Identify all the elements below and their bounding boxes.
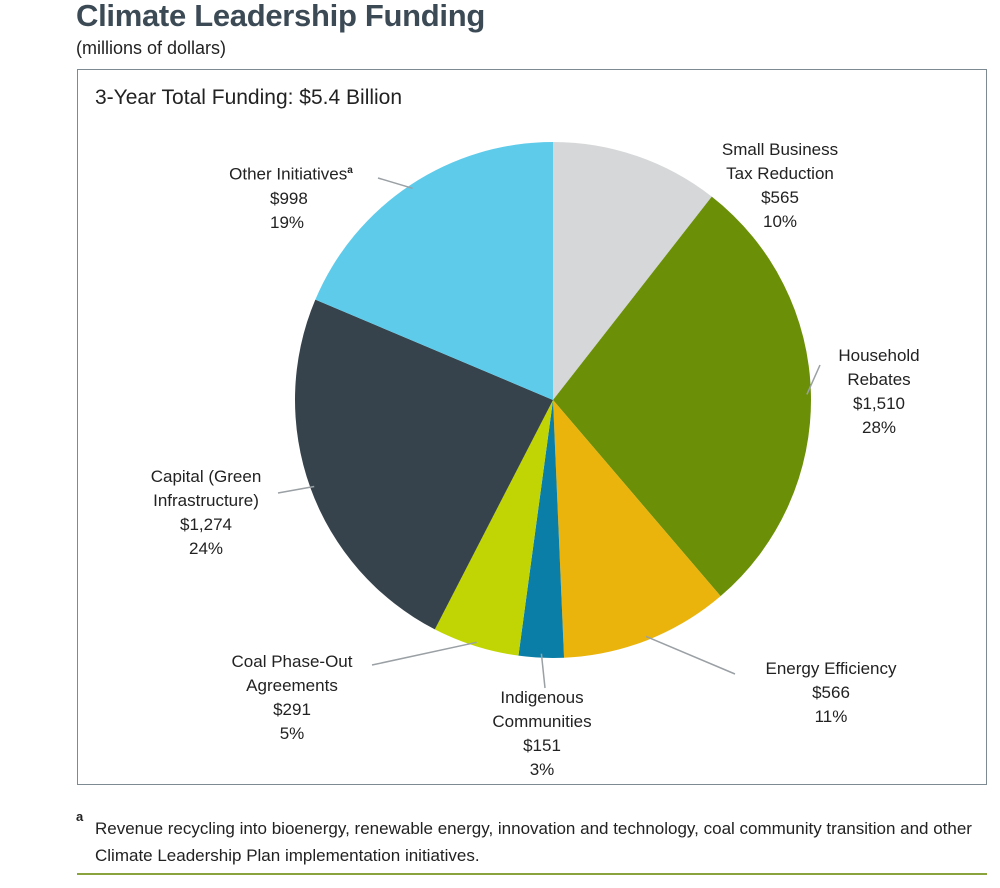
slice-label-household-rebates: Household Rebates $1,510 28% — [824, 344, 934, 440]
slice-value: $565 — [761, 188, 799, 207]
pie-slice-6 — [315, 142, 553, 400]
slice-name-line: Infrastructure) — [153, 491, 259, 510]
slice-name-line: Communities — [492, 712, 592, 731]
pie-slices — [295, 142, 811, 658]
slice-name-line: Household — [838, 346, 920, 365]
pie-slice-3 — [518, 400, 565, 658]
leader-line-5 — [277, 485, 315, 494]
slice-percent: 5% — [279, 724, 305, 743]
slice-name-line: Tax Reduction — [726, 164, 834, 183]
chart-title: 3-Year Total Funding: $5.4 Billion — [95, 86, 403, 109]
pie-slice-1 — [553, 196, 811, 597]
pie-slice-0 — [553, 142, 712, 400]
slice-value: $566 — [812, 683, 850, 702]
slice-value: $998 — [270, 188, 308, 208]
bottom-rule — [77, 873, 987, 875]
slice-value: $151 — [523, 736, 561, 755]
slice-value: $1,510 — [853, 394, 905, 413]
page-subtitle: (millions of dollars) — [76, 38, 227, 58]
slice-name-line: Indigenous — [500, 688, 584, 707]
slice-percent: 19% — [270, 212, 305, 232]
leader-line-1 — [806, 364, 821, 395]
slice-value: $1,274 — [180, 515, 232, 534]
slice-label-energy-efficiency: Energy Efficiency $566 11% — [736, 657, 926, 729]
slice-name-line: Small Business — [721, 140, 839, 159]
slice-label-capital: Capital (Green Infrastructure) $1,274 24… — [126, 465, 286, 561]
chart-frame — [77, 69, 987, 785]
slice-name-line: Agreements — [246, 676, 338, 695]
footnote-mark: a — [76, 809, 84, 824]
slice-percent: 3% — [529, 760, 555, 779]
slice-name-line: Energy Efficiency — [765, 659, 897, 678]
footnote-text: Revenue recycling into bioenergy, renewa… — [95, 819, 972, 865]
slice-name-text: Other Initiatives — [229, 164, 348, 184]
label-leader-lines — [277, 177, 821, 689]
leader-line-6 — [377, 177, 413, 190]
slice-label-other-initiatives: Other Initiativesa $998 19% — [196, 159, 386, 235]
leader-line-4 — [371, 641, 477, 666]
slice-percent: 10% — [762, 212, 798, 231]
slice-percent: 28% — [861, 418, 897, 437]
slice-label-coal-phase-out: Coal Phase-Out Agreements $291 5% — [212, 650, 372, 746]
pie-slice-2 — [553, 400, 721, 658]
footnote-ref: a — [347, 165, 353, 176]
slice-percent: 11% — [814, 707, 848, 726]
pie-slice-4 — [434, 400, 553, 656]
slice-name-line: Capital (Green — [150, 467, 262, 486]
slice-label-indigenous-communities: Indigenous Communities $151 3% — [462, 686, 622, 782]
slice-name-line: Coal Phase-Out — [231, 652, 353, 671]
slice-name-line: Other Initiativesa — [196, 159, 386, 187]
slice-value: $291 — [273, 700, 311, 719]
slice-percent: 24% — [188, 539, 224, 558]
pie-slice-5 — [295, 299, 553, 630]
slice-name-line: Rebates — [847, 370, 911, 389]
leader-line-3 — [540, 653, 546, 689]
page-title: Climate Leadership Funding — [76, 0, 486, 33]
slice-label-small-business: Small Business Tax Reduction $565 10% — [700, 138, 860, 234]
leader-line-2 — [645, 635, 736, 675]
